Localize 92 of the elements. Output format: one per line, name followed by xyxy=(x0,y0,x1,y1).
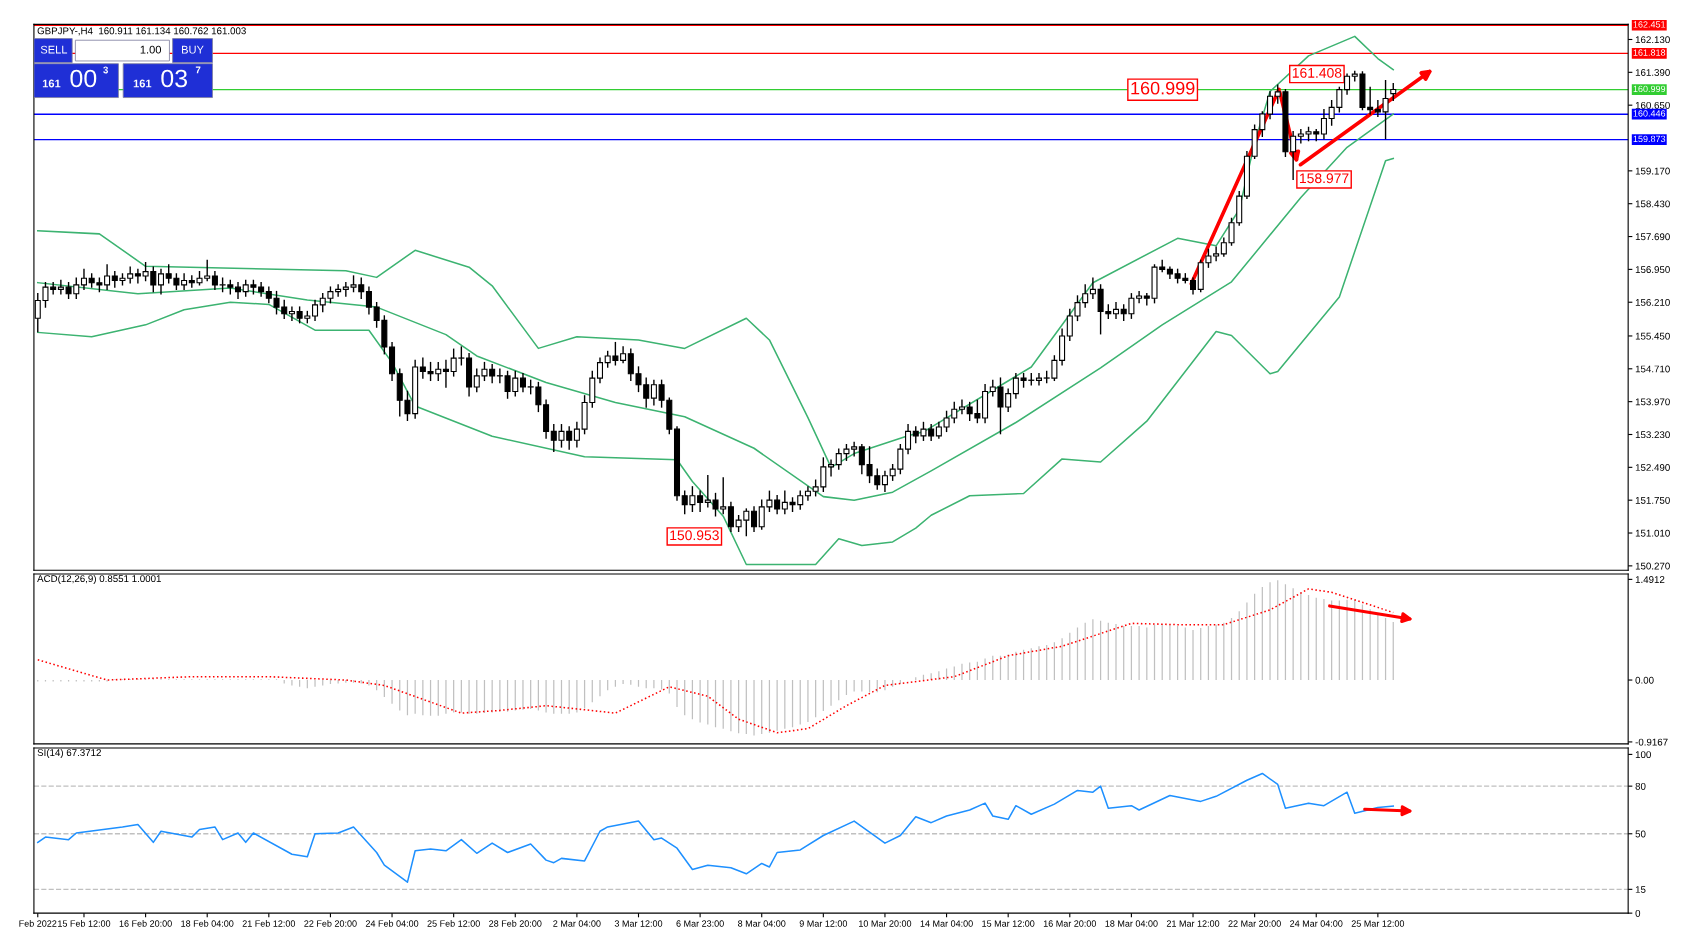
candlestick xyxy=(157,268,165,295)
candlestick xyxy=(365,286,372,315)
y-tick-label: 156.950 xyxy=(1635,266,1670,273)
y-tick-label: 0.00 xyxy=(1635,676,1654,684)
candlestick xyxy=(905,424,912,455)
ref-line-label: 162.451 xyxy=(1633,21,1666,28)
x-tick-label: 18 Feb 04:00 xyxy=(181,920,234,927)
y-tick-label: 153.970 xyxy=(1635,398,1670,406)
candlestick xyxy=(881,470,888,492)
x-tick-label: 15 Feb 12:00 xyxy=(58,920,111,927)
candlestick xyxy=(1320,108,1327,140)
line-series xyxy=(37,35,1395,469)
y-tick-label: 151.750 xyxy=(1635,496,1670,504)
x-tick-label: 25 Feb 12:00 xyxy=(427,920,480,927)
x-tick-label: 28 Feb 20:00 xyxy=(489,920,542,927)
annotation: 161.408 xyxy=(1292,67,1342,78)
candlestick xyxy=(442,359,449,388)
chart-title: SI(14) 67.3712 xyxy=(37,748,101,758)
y-tick-label: 156.210 xyxy=(1635,298,1670,306)
y-tick-label: 0 xyxy=(1635,909,1641,917)
x-tick-label: 21 Feb 12:00 xyxy=(242,920,296,927)
y-tick-label: 155.450 xyxy=(1635,332,1670,340)
candlestick xyxy=(1035,372,1043,386)
x-tick-label: 9 Mar 12:00 xyxy=(799,920,848,927)
line-series xyxy=(37,772,1395,883)
chart-title: ACD(12,26,9) 0.8551 1.0001 xyxy=(37,574,161,584)
x-tick-label: 24 Mar 04:00 xyxy=(1290,920,1343,927)
y-tick-label: 152.490 xyxy=(1635,464,1670,471)
annotation: 7 xyxy=(195,66,201,74)
candlestick xyxy=(596,357,604,384)
ref-line-label: 160.446 xyxy=(1633,110,1666,117)
candlestick xyxy=(288,306,295,322)
x-tick-label: 21 Mar 12:00 xyxy=(1166,920,1220,927)
annotation: SELL xyxy=(40,45,68,54)
y-tick-label: 158.430 xyxy=(1635,200,1670,208)
annotation: 150.953 xyxy=(670,530,719,541)
candlestick xyxy=(312,299,319,322)
x-tick-label: 15 Mar 12:00 xyxy=(982,920,1035,927)
candlestick xyxy=(751,506,758,532)
ref-line-label: 159.873 xyxy=(1633,135,1666,143)
annotation: 3 xyxy=(103,66,109,74)
annotation: 161 xyxy=(42,79,61,88)
y-tick-label: 150.270 xyxy=(1635,562,1670,570)
x-tick-label: 14 Mar 04:00 xyxy=(920,920,973,927)
y-tick-label: 100 xyxy=(1635,751,1651,759)
y-tick-label: 162.130 xyxy=(1635,36,1670,44)
candlestick xyxy=(234,282,242,299)
x-tick-label: 24 Feb 04:00 xyxy=(365,920,419,927)
candlestick xyxy=(104,264,111,291)
annotation: 160.999 xyxy=(1131,81,1195,95)
x-tick-label: Feb 2022 xyxy=(19,920,57,927)
annotation: 00 xyxy=(70,69,97,88)
line-series xyxy=(37,113,1395,501)
x-tick-label: 16 Feb 20:00 xyxy=(119,920,172,927)
x-tick-label: 18 Mar 04:00 xyxy=(1105,920,1158,927)
x-tick-label: 22 Feb 20:00 xyxy=(304,920,357,927)
line-series xyxy=(37,157,1395,566)
candlestick xyxy=(828,459,835,477)
y-tick-label: 151.010 xyxy=(1635,529,1670,537)
annotation: 161 xyxy=(133,79,152,88)
annotation: 03 xyxy=(161,69,188,88)
candlestick xyxy=(727,501,734,532)
candlestick xyxy=(1112,301,1120,319)
ref-line-label: 160.999 xyxy=(1633,85,1666,93)
x-tick-label: 16 Mar 20:00 xyxy=(1043,920,1097,927)
candlestick xyxy=(80,268,88,291)
y-tick-label: 160.650 xyxy=(1635,101,1670,109)
annotation: 158.977 xyxy=(1300,173,1349,184)
y-tick-label: 161.390 xyxy=(1635,69,1670,76)
annotation: 1.00 xyxy=(140,45,162,54)
x-tick-label: 2 Mar 04:00 xyxy=(553,920,601,927)
candlestick xyxy=(958,399,965,415)
y-tick-label: -0.9167 xyxy=(1635,738,1668,746)
y-tick-label: 157.690 xyxy=(1635,233,1670,241)
y-tick-label: 154.710 xyxy=(1635,365,1670,373)
ref-line-label: 161.818 xyxy=(1633,49,1666,56)
y-tick-label: 153.230 xyxy=(1635,431,1670,439)
x-tick-label: 8 Mar 04:00 xyxy=(738,920,786,927)
x-tick-label: 3 Mar 12:00 xyxy=(614,920,663,927)
y-tick-label: 80 xyxy=(1635,782,1646,790)
chart-title: GBPJPY-,H4 160.911 161.134 160.762 161.003 xyxy=(37,27,246,36)
y-tick-label: 15 xyxy=(1635,886,1646,893)
candlestick xyxy=(804,486,811,501)
y-tick-label: 1.4912 xyxy=(1635,576,1665,583)
annotation: BUY xyxy=(182,45,204,54)
x-tick-label: 10 Mar 20:00 xyxy=(859,920,912,927)
y-tick-label: 159.170 xyxy=(1635,167,1670,175)
x-tick-label: 25 Mar 12:00 xyxy=(1351,920,1405,927)
y-tick-label: 50 xyxy=(1635,830,1646,838)
x-tick-label: 6 Mar 23:00 xyxy=(676,920,724,927)
x-tick-label: 22 Mar 20:00 xyxy=(1228,920,1281,927)
candlestick xyxy=(1267,91,1274,120)
